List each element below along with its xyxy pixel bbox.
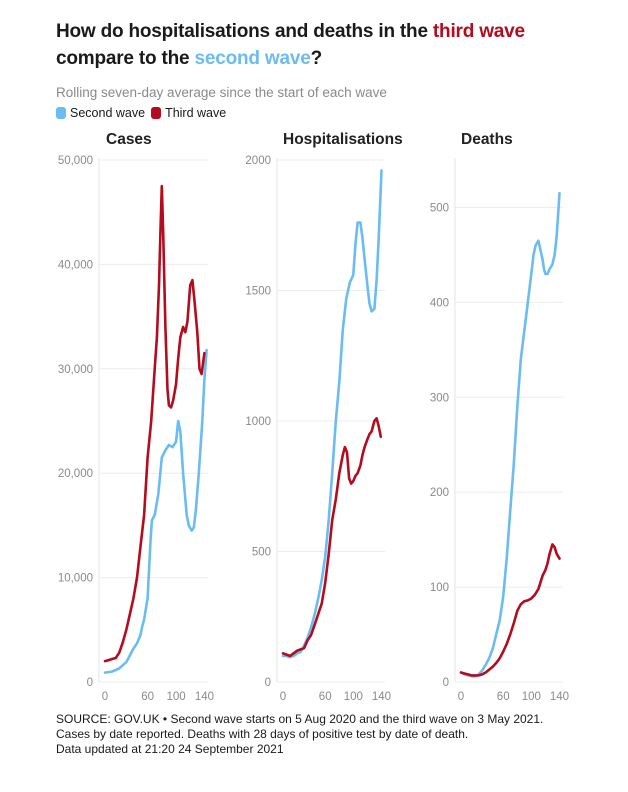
hospitalisations-xtick-label: 140: [372, 691, 391, 703]
cases-ytick-label: 30,000: [58, 364, 93, 376]
deaths-xtick-label: 140: [550, 691, 569, 703]
hospitalisations-ytick-label: 1000: [245, 416, 271, 428]
cases-xtick-label: 140: [195, 691, 214, 703]
deaths-ytick-label: 0: [443, 677, 449, 689]
hospitalisations-xtick-label: 60: [319, 691, 332, 703]
cases-line-second-wave: [103, 348, 208, 674]
legend-item-third-wave: Third wave: [151, 106, 226, 120]
hospitalisations-xtick-label: 100: [344, 691, 363, 703]
title-part-1: How do hospitalisations and deaths in th…: [56, 21, 433, 42]
deaths-ytick-label: 200: [430, 487, 449, 499]
footer-updated: Data updated at 21:20 24 September 2021: [56, 742, 284, 756]
footer-source: SOURCE: GOV.UK • Second wave starts on 5…: [56, 712, 544, 726]
deaths-ytick-label: 400: [430, 297, 449, 309]
hospitalisations-ytick-label: 2000: [245, 155, 271, 167]
deaths-line-second-wave: [459, 191, 561, 678]
hospitalisations-line-second-wave: [281, 169, 383, 659]
chart-title: How do hospitalisations and deaths in th…: [56, 18, 616, 72]
cases-ytick-label: 0: [87, 677, 93, 689]
cases-line-third-wave: [103, 184, 206, 663]
cases-ytick-label: 40,000: [58, 259, 93, 271]
title-part-2: compare to the: [56, 48, 195, 69]
footer-note: Cases by date reported. Deaths with 28 d…: [56, 727, 469, 741]
title-third-wave: third wave: [432, 21, 525, 42]
chart-subtitle: Rolling seven-day average since the star…: [56, 85, 387, 100]
panel-title-deaths: Deaths: [461, 131, 513, 148]
hospitalisations-ytick-label: 500: [252, 547, 271, 559]
legend-label-second-wave: Second wave: [70, 106, 146, 120]
legend-swatch-third-wave: [151, 107, 162, 119]
deaths-xtick-label: 60: [497, 691, 510, 703]
cases-ytick-label: 20,000: [58, 468, 93, 480]
legend-swatch-second-wave: [56, 107, 66, 119]
footer: SOURCE: GOV.UK • Second wave starts on 5…: [56, 712, 616, 757]
cases-xtick-label: 0: [102, 691, 108, 703]
title-part-3: ?: [310, 48, 323, 69]
cases-ytick-label: 50,000: [58, 155, 93, 167]
title-second-wave: second wave: [194, 48, 311, 69]
legend: Second wave Third wave: [56, 106, 232, 120]
hospitalisations-ytick-label: 1500: [245, 286, 271, 298]
panel-title-hospitalisations: Hospitalisations: [283, 131, 403, 148]
legend-label-third-wave: Third wave: [165, 106, 227, 120]
deaths-ytick-label: 300: [430, 392, 449, 404]
deaths-ytick-label: 100: [430, 582, 449, 594]
deaths-ytick-label: 500: [430, 202, 449, 214]
cases-ytick-label: 10,000: [58, 573, 93, 585]
hospitalisations-ytick-label: 0: [265, 677, 271, 689]
cases-xtick-label: 60: [141, 691, 154, 703]
hospitalisations-line-third-wave: [281, 417, 383, 658]
legend-item-second-wave: Second wave: [56, 106, 145, 120]
hospitalisations-xtick-label: 0: [280, 691, 286, 703]
cases-xtick-label: 100: [166, 691, 185, 703]
deaths-line-third-wave: [459, 543, 561, 677]
panel-title-cases: Cases: [106, 131, 152, 148]
deaths-xtick-label: 0: [458, 691, 464, 703]
deaths-xtick-label: 100: [522, 691, 541, 703]
